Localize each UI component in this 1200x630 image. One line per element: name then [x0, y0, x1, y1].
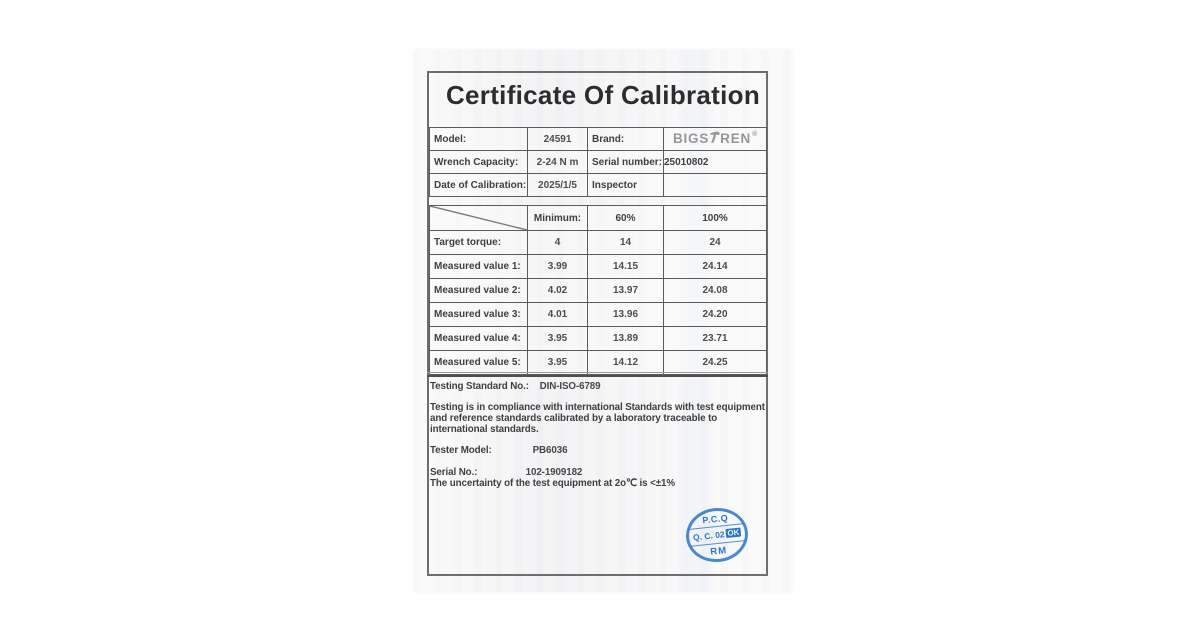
testing-standard-label: Testing Standard No.: [430, 381, 529, 392]
measurement-table: Minimum: 60% 100% Target torque: 4 14 24… [429, 205, 767, 375]
table-header-row: Minimum: 60% 100% [429, 205, 767, 231]
inspector-label: Inspector [587, 173, 664, 197]
measured-1-60: 14.15 [587, 254, 664, 279]
tester-serial-value: 102-1909182 [525, 467, 583, 478]
measured-5-60: 14.12 [587, 350, 664, 375]
table-row: Measured value 3: 4.01 13.96 24.20 [429, 302, 767, 327]
qc-stamp: P.C.Q Q. C. 02 OK RM [683, 504, 751, 566]
header-60pct: 60% [587, 205, 664, 231]
tester-model-value: PB6036 [532, 445, 568, 456]
wrench-capacity-value: 2-24 N m [527, 150, 588, 174]
model-value: 24591 [527, 127, 588, 151]
table-row: Measured value 5: 3.95 14.12 24.25 [429, 350, 767, 375]
measured-2-60: 13.97 [587, 278, 664, 303]
measured-5-100: 24.25 [663, 350, 767, 375]
logo-text-right: REN [720, 131, 752, 147]
measured-3-60: 13.96 [587, 302, 664, 327]
table-row: Measured value 4: 3.95 13.89 23.71 [429, 326, 767, 351]
stamp-qc-text: Q. C. 02 [692, 529, 726, 543]
measured-1-label: Measured value 1: [429, 254, 528, 279]
uncertainty-line: The uncertainty of the test equipment at… [430, 478, 675, 489]
hammer-icon [709, 131, 720, 147]
wrench-capacity-label: Wrench Capacity: [429, 150, 528, 174]
measured-1-min: 3.99 [527, 254, 588, 279]
serial-number-value: 25010802 [663, 150, 767, 174]
measured-2-100: 24.08 [663, 278, 767, 303]
table-row: Measured value 1: 3.99 14.15 24.14 [429, 254, 767, 279]
compliance-line-3: international standards. [430, 424, 539, 435]
measured-5-min: 3.95 [527, 350, 588, 375]
measured-4-label: Measured value 4: [429, 326, 528, 351]
measured-4-60: 13.89 [587, 326, 664, 351]
measured-4-min: 3.95 [527, 326, 588, 351]
measured-4-100: 23.71 [663, 326, 767, 351]
target-torque-100: 24 [663, 230, 767, 255]
tester-model-line: Tester Model: PB6036 [430, 445, 568, 456]
target-torque-min: 4 [527, 230, 588, 255]
bigstren-logo: BIGS REN ® [673, 131, 757, 147]
inspector-value [663, 173, 767, 197]
tester-serial-label: Serial No.: [430, 467, 478, 478]
header-100pct: 100% [663, 205, 767, 231]
table-row: Wrench Capacity: 2-24 N m Serial number:… [429, 150, 767, 174]
stamp-ok-badge: OK [725, 527, 742, 539]
table-row: Target torque: 4 14 24 [429, 230, 767, 255]
table-row: Date of Calibration: 2025/1/5 Inspector [429, 173, 767, 197]
section-divider [427, 372, 768, 377]
calibration-date-label: Date of Calibration: [429, 173, 528, 197]
compliance-paragraph: Testing is in compliance with internatio… [430, 402, 775, 435]
compliance-line-1: Testing is in compliance with internatio… [430, 402, 765, 413]
calibration-date-value: 2025/1/5 [527, 173, 588, 197]
certificate-border [427, 71, 768, 576]
info-table: Model: 24591 Brand: BIGS REN ® Wrench Ca… [429, 127, 767, 197]
registered-mark: ® [752, 130, 759, 138]
measured-3-min: 4.01 [527, 302, 588, 327]
target-torque-label: Target torque: [429, 230, 528, 255]
diagonal-cell [429, 205, 528, 231]
tester-serial-line: Serial No.: 102-1909182 [430, 467, 582, 478]
measured-5-label: Measured value 5: [429, 350, 528, 375]
measured-1-100: 24.14 [663, 254, 767, 279]
serial-number-label: Serial number: [587, 150, 664, 174]
measured-2-label: Measured value 2: [429, 278, 528, 303]
measured-3-100: 24.20 [663, 302, 767, 327]
header-minimum: Minimum: [527, 205, 588, 231]
testing-standard-line: Testing Standard No.: DIN-ISO-6789 [430, 381, 601, 392]
measured-3-label: Measured value 3: [429, 302, 528, 327]
table-row: Measured value 2: 4.02 13.97 24.08 [429, 278, 767, 303]
table-row: Model: 24591 Brand: BIGS REN ® [429, 127, 767, 151]
target-torque-60: 14 [587, 230, 664, 255]
brand-label: Brand: [587, 127, 664, 151]
compliance-line-2: and reference standards calibrated by a … [430, 413, 718, 424]
measured-2-min: 4.02 [527, 278, 588, 303]
testing-standard-value: DIN-ISO-6789 [539, 381, 601, 392]
tester-model-label: Tester Model: [430, 445, 492, 456]
brand-logo-cell: BIGS REN ® [663, 127, 767, 151]
certificate-title: Certificate Of Calibration [445, 80, 761, 110]
logo-text-left: BIGS [672, 131, 710, 147]
certificate-paper: Certificate Of Calibration Model: 24591 … [414, 50, 792, 592]
model-label: Model: [429, 127, 528, 151]
